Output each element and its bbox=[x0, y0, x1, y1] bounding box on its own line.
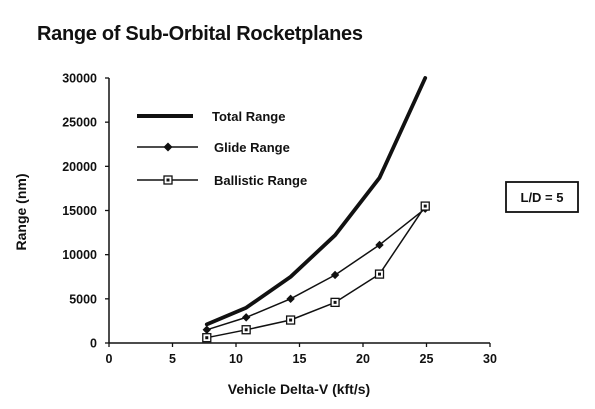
y-tick-label: 10000 bbox=[62, 248, 97, 262]
x-tick-label: 10 bbox=[229, 352, 243, 366]
annotation-border bbox=[505, 181, 579, 213]
x-tick-label: 30 bbox=[483, 352, 497, 366]
x-tick-label: 20 bbox=[356, 352, 370, 366]
legend-item-ballistic-range: Ballistic Range bbox=[137, 173, 307, 188]
y-tick-label: 30000 bbox=[62, 72, 97, 86]
data-point-ballistic-range-dot bbox=[244, 328, 248, 332]
series-line-total-range bbox=[204, 76, 428, 327]
x-tick-label: 25 bbox=[420, 352, 434, 366]
plot-area: 0 5000 10000 15000 20000 25000 30000 0 5 10 15 20 25… bbox=[62, 72, 497, 367]
series-markers bbox=[202, 201, 430, 343]
data-point-glide-range bbox=[330, 270, 340, 280]
y-tick-label: 5000 bbox=[69, 292, 97, 306]
x-tick-label: 15 bbox=[293, 352, 307, 366]
legend: Total Range Glide Range Ballistic Range bbox=[137, 109, 307, 188]
x-tick-label: 5 bbox=[169, 352, 176, 366]
y-axis-label: Range (nm) bbox=[13, 174, 29, 251]
legend-marker-diamond bbox=[163, 142, 173, 152]
legend-marker-square-dot bbox=[166, 178, 170, 182]
series-lines bbox=[204, 76, 428, 339]
series-line-glide-range bbox=[206, 207, 426, 331]
data-point-ballistic-range-dot bbox=[378, 272, 382, 276]
axis-ticks: 0 5000 10000 15000 20000 25000 30000 0 5 10 15 20 25… bbox=[62, 72, 497, 367]
legend-item-total-range: Total Range bbox=[137, 109, 285, 124]
legend-item-glide-range: Glide Range bbox=[137, 140, 290, 155]
data-point-glide-range bbox=[241, 313, 251, 322]
data-point-glide-range bbox=[286, 294, 295, 304]
y-tick-label: 15000 bbox=[62, 204, 97, 218]
x-tick-label: 0 bbox=[106, 352, 113, 366]
data-point-glide-range bbox=[202, 325, 211, 334]
data-point-ballistic-range-dot bbox=[333, 300, 337, 304]
x-axis-label: Vehicle Delta-V (kft/s) bbox=[228, 381, 370, 397]
legend-label-ballistic-range: Ballistic Range bbox=[214, 173, 307, 188]
y-tick-label: 25000 bbox=[62, 116, 97, 130]
chart-title: Range of Sub-Orbital Rocketplanes bbox=[37, 23, 363, 45]
annotation-text: L/D = 5 bbox=[521, 190, 564, 205]
data-point-ballistic-range-dot bbox=[205, 336, 209, 340]
series-line-ballistic-range bbox=[206, 205, 426, 339]
y-tick-label: 20000 bbox=[62, 160, 97, 174]
annotation-box: L/D = 5 bbox=[505, 181, 579, 213]
legend-label-total-range: Total Range bbox=[212, 109, 285, 124]
data-point-ballistic-range-dot bbox=[289, 318, 293, 322]
y-tick-label: 0 bbox=[90, 337, 97, 351]
data-point-glide-range bbox=[375, 240, 384, 250]
data-point-ballistic-range-dot bbox=[423, 204, 427, 208]
legend-label-glide-range: Glide Range bbox=[214, 140, 290, 155]
